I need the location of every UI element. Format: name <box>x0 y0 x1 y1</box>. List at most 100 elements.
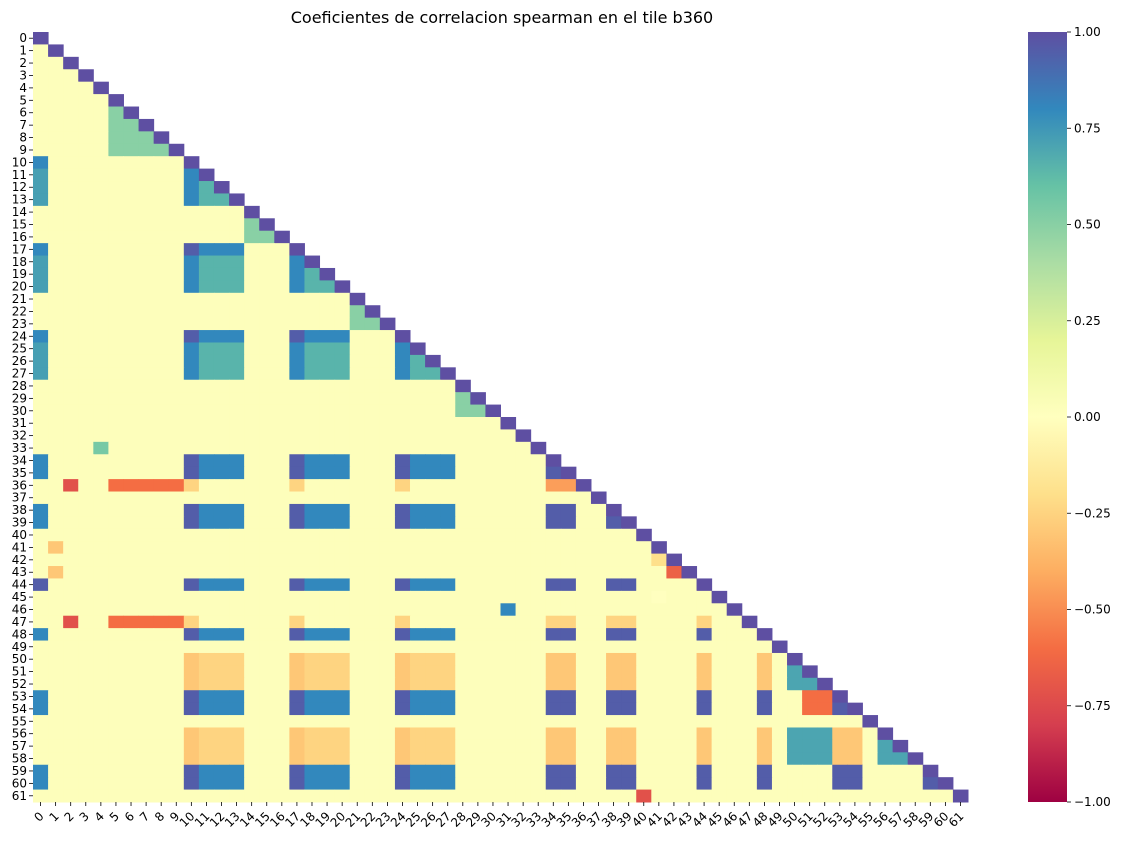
heatmap-cell-13-9 <box>168 193 185 207</box>
heatmap-cell-18-9 <box>168 255 185 269</box>
heatmap-cell-51-37 <box>590 665 607 679</box>
heatmap-cell-49-6 <box>123 640 140 654</box>
heatmap-cell-45-39 <box>621 590 637 604</box>
heatmap-cell-41-13 <box>229 541 245 555</box>
heatmap-cell-37-18 <box>304 491 321 505</box>
heatmap-cell-20-1 <box>48 280 64 294</box>
heatmap-cell-45-22 <box>364 590 381 604</box>
y-tick-label-2: 2 <box>19 56 27 70</box>
heatmap-cell-25-5 <box>108 342 124 356</box>
heatmap-cell-60-1 <box>48 777 64 791</box>
heatmap-cell-25-19 <box>319 342 336 356</box>
heatmap-cell-53-12 <box>213 690 230 704</box>
heatmap-cell-49-44 <box>696 640 713 654</box>
heatmap-cell-59-56 <box>877 764 894 778</box>
heatmap-cell-51-49 <box>771 665 788 679</box>
heatmap-cell-29-13 <box>229 392 245 406</box>
heatmap-cell-54-39 <box>621 702 637 716</box>
heatmap-cell-50-44 <box>696 652 713 666</box>
heatmap-cell-42-37 <box>590 553 607 567</box>
heatmap-cell-25-20 <box>334 342 351 356</box>
heatmap-cell-56-9 <box>168 727 185 741</box>
heatmap-cell-12-1 <box>48 181 64 194</box>
heatmap-cell-23-11 <box>198 317 215 331</box>
heatmap-cell-30-10 <box>183 404 200 418</box>
heatmap-cell-58-49 <box>771 752 788 766</box>
heatmap-cell-47-15 <box>259 615 275 629</box>
heatmap-cell-28-28 <box>455 379 471 393</box>
heatmap-cell-45-26 <box>425 590 441 604</box>
y-tick-label-21: 21 <box>12 292 27 306</box>
heatmap-cell-27-27 <box>440 367 456 381</box>
heatmap-cell-44-21 <box>349 578 366 592</box>
heatmap-cell-53-49 <box>771 690 788 704</box>
heatmap-cell-16-0 <box>33 230 49 244</box>
heatmap-cell-59-35 <box>560 764 577 778</box>
heatmap-cell-15-8 <box>153 218 170 232</box>
heatmap-cell-30-15 <box>259 404 275 418</box>
heatmap-cell-59-7 <box>138 764 155 778</box>
heatmap-cell-28-12 <box>213 379 230 393</box>
heatmap-cell-55-42 <box>666 715 682 728</box>
heatmap-cell-15-11 <box>198 218 215 232</box>
heatmap-cell-26-24 <box>394 354 411 368</box>
heatmap-cell-58-15 <box>259 752 275 766</box>
heatmap-cell-2-2 <box>63 56 79 70</box>
heatmap-cell-31-6 <box>123 417 140 430</box>
heatmap-cell-33-0 <box>33 441 49 455</box>
y-tick-label-49: 49 <box>12 640 27 654</box>
heatmap-cell-38-20 <box>334 503 351 517</box>
heatmap-cell-41-38 <box>606 541 622 555</box>
heatmap-cell-41-40 <box>636 541 652 555</box>
heatmap-cell-50-37 <box>590 652 607 666</box>
heatmap-cell-11-5 <box>108 168 124 182</box>
heatmap-cell-33-17 <box>289 441 305 455</box>
heatmap-cell-54-21 <box>349 702 366 716</box>
heatmap-cell-50-1 <box>48 652 64 666</box>
heatmap-cell-51-22 <box>364 665 381 679</box>
heatmap-cell-19-19 <box>319 267 336 281</box>
heatmap-cell-61-4 <box>93 789 109 803</box>
heatmap-cell-40-2 <box>63 528 79 542</box>
heatmap-cell-55-14 <box>244 715 260 728</box>
heatmap-cell-61-20 <box>334 789 351 803</box>
heatmap-cell-15-12 <box>213 218 230 232</box>
heatmap-cell-58-24 <box>394 752 411 766</box>
heatmap-cell-41-33 <box>530 541 547 555</box>
heatmap-cell-53-41 <box>651 690 667 704</box>
heatmap-cell-10-2 <box>63 156 79 170</box>
heatmap-cell-54-9 <box>168 702 185 716</box>
heatmap-cell-41-31 <box>500 541 517 555</box>
heatmap-cell-51-11 <box>198 665 215 679</box>
heatmap-cell-40-22 <box>364 528 381 542</box>
heatmap-cell-51-8 <box>153 665 170 679</box>
heatmap-cell-49-38 <box>606 640 622 654</box>
heatmap-cell-21-21 <box>349 292 366 306</box>
heatmap-cell-9-6 <box>123 143 140 157</box>
heatmap-cell-43-5 <box>108 566 124 579</box>
heatmap-cell-54-2 <box>63 702 79 716</box>
heatmap-cell-23-18 <box>304 317 321 331</box>
heatmap-cell-56-54 <box>847 727 863 741</box>
heatmap-cell-59-23 <box>379 764 396 778</box>
heatmap-cell-59-5 <box>108 764 124 778</box>
heatmap-cell-33-7 <box>138 441 155 455</box>
heatmap-cell-27-13 <box>229 367 245 381</box>
heatmap-cell-60-51 <box>802 777 818 791</box>
heatmap-cell-47-38 <box>606 615 622 629</box>
heatmap-cell-42-17 <box>289 553 305 567</box>
heatmap-cell-47-21 <box>349 615 366 629</box>
heatmap-cell-56-3 <box>78 727 94 741</box>
heatmap-cell-46-17 <box>289 603 305 617</box>
heatmap-cell-59-34 <box>545 764 562 778</box>
heatmap-cell-29-28 <box>455 392 471 406</box>
heatmap-cell-48-2 <box>63 628 79 642</box>
heatmap-cell-43-31 <box>500 566 517 579</box>
heatmap-cell-18-16 <box>274 255 290 269</box>
heatmap-cell-41-28 <box>455 541 471 555</box>
heatmap-cell-51-24 <box>394 665 411 679</box>
heatmap-cell-32-18 <box>304 429 321 443</box>
heatmap-cell-42-12 <box>213 553 230 567</box>
heatmap-cell-40-26 <box>425 528 441 542</box>
heatmap-cell-53-11 <box>198 690 215 704</box>
